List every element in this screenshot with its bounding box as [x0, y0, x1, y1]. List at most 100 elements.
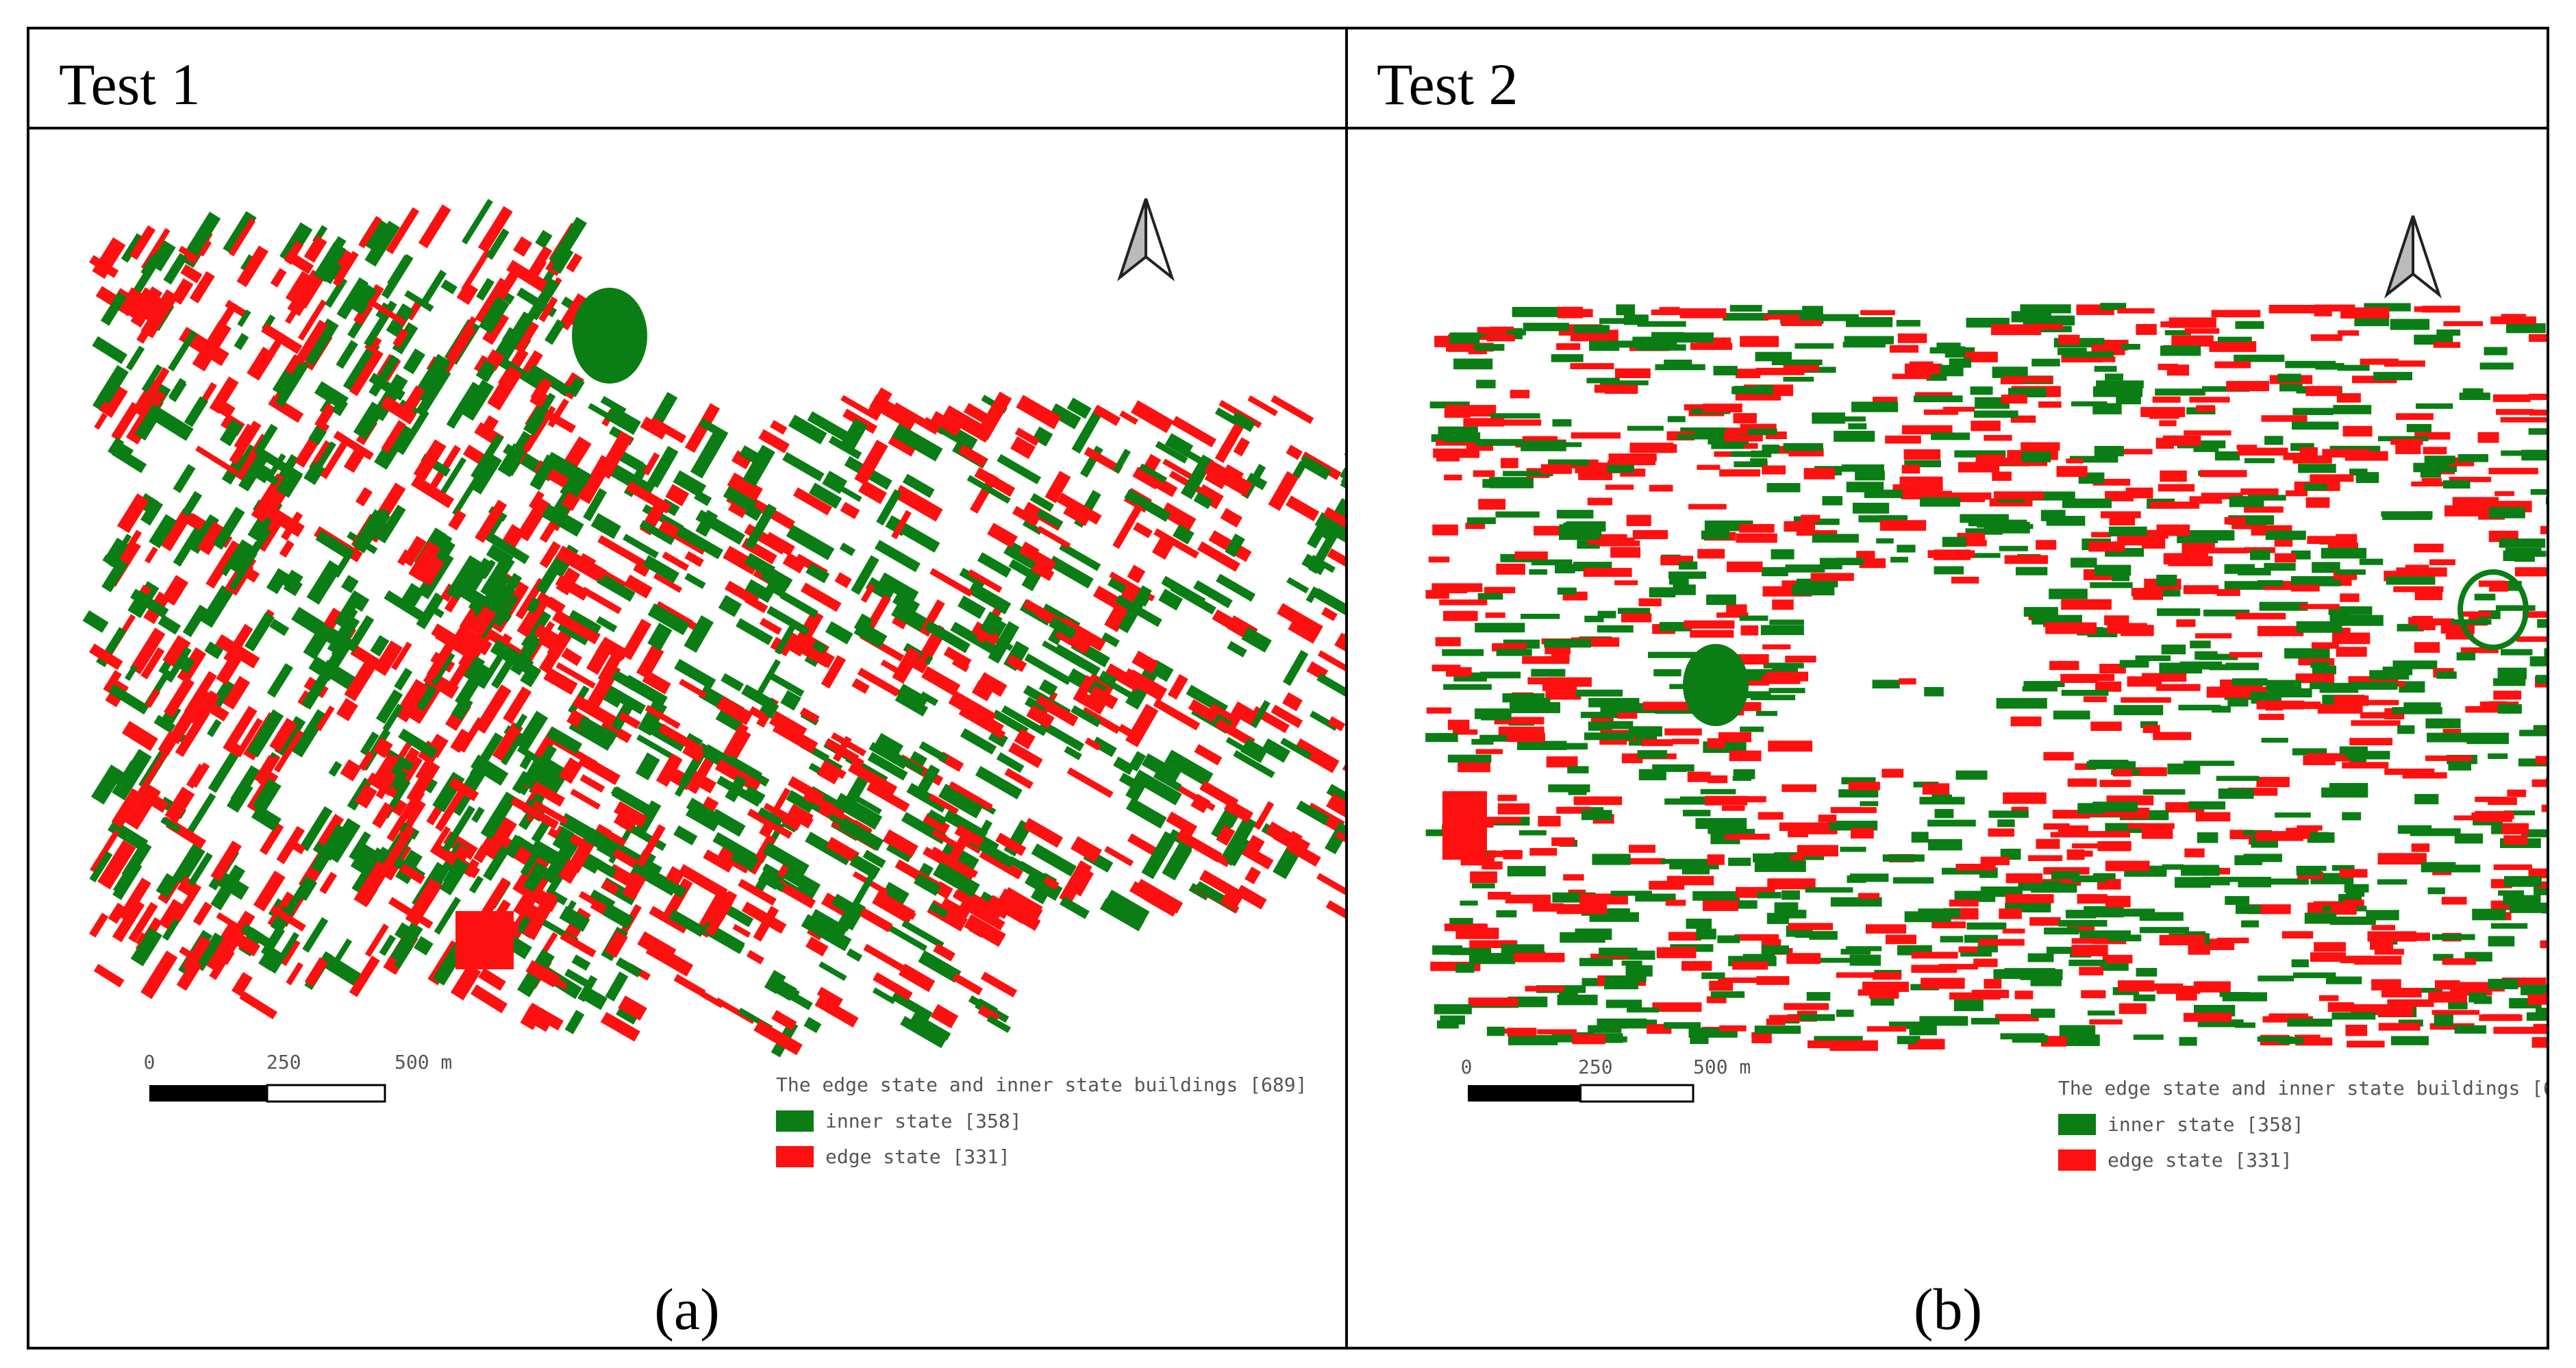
building — [1092, 404, 1121, 426]
building — [894, 903, 916, 920]
building — [2193, 981, 2231, 993]
building — [560, 932, 597, 958]
building — [633, 562, 650, 577]
building — [2298, 658, 2335, 666]
building — [429, 825, 451, 855]
building — [543, 667, 578, 695]
building — [520, 663, 542, 688]
building — [1899, 678, 1916, 685]
building — [2214, 361, 2251, 369]
building — [2091, 532, 2112, 538]
building — [1215, 719, 1255, 747]
building — [1734, 934, 1779, 941]
building — [541, 503, 584, 537]
building — [1753, 853, 1790, 862]
building — [2310, 474, 2354, 482]
building — [2327, 1002, 2355, 1012]
building — [1547, 459, 1590, 466]
legend-swatch — [776, 1110, 814, 1132]
building — [980, 971, 1018, 998]
building — [977, 552, 1012, 578]
building — [882, 829, 918, 858]
building — [1489, 477, 1534, 488]
building — [1473, 344, 1505, 351]
building — [1897, 1036, 1921, 1045]
building — [168, 377, 186, 401]
building — [2501, 649, 2533, 656]
building — [1327, 716, 1345, 732]
building — [766, 606, 810, 636]
building — [2203, 547, 2248, 554]
building — [623, 534, 659, 559]
building — [2315, 304, 2355, 312]
building — [1193, 580, 1233, 608]
building — [1731, 451, 1765, 457]
building — [2305, 497, 2330, 508]
building — [1958, 462, 2000, 473]
building — [1153, 528, 1199, 559]
building — [192, 321, 232, 372]
building — [2521, 984, 2547, 995]
building — [2348, 676, 2399, 684]
building — [2412, 932, 2430, 941]
building — [2507, 789, 2527, 797]
building — [2184, 430, 2231, 436]
building — [180, 264, 203, 284]
building — [921, 666, 961, 697]
scale-bar — [1579, 1084, 1695, 1103]
building — [1984, 434, 2012, 441]
building — [787, 804, 814, 826]
building — [1605, 484, 1634, 490]
building — [918, 950, 962, 983]
building — [1810, 573, 1854, 582]
building — [1230, 411, 1256, 432]
building — [194, 932, 224, 971]
building — [386, 207, 420, 255]
building — [484, 531, 530, 564]
building — [1475, 623, 1525, 633]
building — [2023, 681, 2065, 688]
building — [163, 677, 195, 718]
building — [446, 382, 481, 430]
building — [2224, 581, 2268, 590]
building — [1858, 893, 1880, 899]
building — [2217, 336, 2252, 343]
building — [1607, 464, 1634, 473]
building — [604, 930, 628, 958]
building — [1703, 403, 1742, 412]
building — [1003, 540, 1041, 571]
building — [1842, 341, 1886, 348]
building — [1971, 989, 2010, 999]
building — [1940, 936, 1964, 943]
building — [153, 408, 194, 441]
building — [2516, 636, 2547, 642]
building — [1938, 964, 1979, 970]
building — [2021, 442, 2060, 451]
building — [2359, 558, 2384, 565]
building — [1840, 847, 1866, 852]
building — [88, 643, 123, 671]
building — [1941, 867, 1984, 875]
building — [2003, 376, 2053, 383]
building — [295, 875, 318, 901]
building — [1807, 1040, 1837, 1049]
building — [116, 493, 149, 534]
building — [2284, 648, 2330, 659]
building — [2011, 311, 2051, 323]
building — [538, 646, 562, 674]
building — [2454, 1025, 2487, 1034]
building — [2544, 648, 2547, 660]
building — [958, 444, 988, 467]
legend-label: inner state [358] — [2108, 1113, 2304, 1136]
building — [2268, 305, 2318, 314]
building — [1988, 514, 2006, 522]
building — [350, 283, 377, 315]
building — [2291, 421, 2339, 430]
building — [2066, 849, 2085, 860]
building — [2244, 458, 2275, 464]
building — [2135, 655, 2171, 661]
building — [1597, 625, 1634, 633]
building — [336, 277, 368, 320]
building — [825, 836, 860, 863]
building — [1579, 893, 1628, 905]
